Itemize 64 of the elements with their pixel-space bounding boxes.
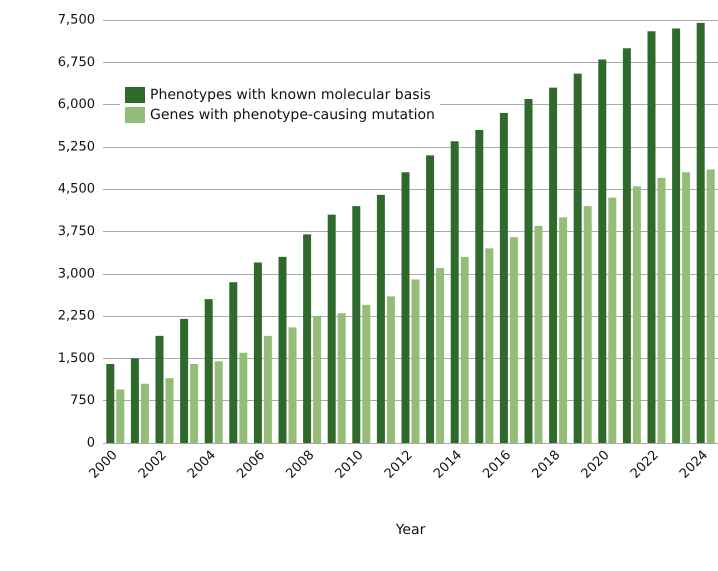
y-tick-label: 750	[70, 393, 95, 408]
x-axis-title: Year	[394, 522, 426, 538]
bar	[166, 378, 174, 443]
y-tick-label: 3,000	[58, 266, 95, 282]
bar	[180, 318, 188, 443]
bar	[510, 237, 518, 443]
bar	[608, 198, 616, 443]
bar	[362, 304, 370, 443]
legend-label: Genes with phenotype-causing mutation	[150, 107, 435, 123]
y-tick-label: 6,750	[58, 54, 95, 70]
bar	[214, 361, 223, 443]
bar	[559, 217, 568, 443]
bar	[598, 59, 606, 443]
bar	[534, 226, 542, 443]
bar	[386, 296, 395, 443]
y-tick-label: 5,250	[58, 139, 95, 154]
bar	[156, 336, 164, 443]
bar	[254, 262, 262, 443]
bar	[190, 364, 198, 443]
bar	[436, 268, 444, 443]
bar	[412, 279, 420, 443]
bar	[106, 364, 114, 443]
bar	[524, 98, 532, 443]
y-tick-label: 3,750	[58, 224, 95, 239]
bar	[648, 31, 656, 443]
y-tick-label: 6,000	[58, 97, 95, 112]
bar	[130, 358, 139, 443]
y-tick-label: 7,500	[58, 12, 95, 28]
bar	[303, 234, 312, 443]
bar	[475, 130, 484, 443]
bar	[622, 48, 631, 443]
y-tick-label: 1,500	[58, 350, 95, 366]
bar	[264, 336, 272, 443]
y-tick-label: 0	[86, 436, 95, 450]
y-tick-label: 4,500	[58, 182, 95, 197]
bar	[402, 172, 410, 443]
bar	[706, 169, 715, 443]
bar	[239, 352, 248, 443]
bar	[500, 113, 508, 443]
bar	[352, 206, 360, 443]
legend-label: Phenotypes with known molecular basis	[150, 87, 431, 103]
bar	[682, 172, 690, 443]
bar	[632, 186, 641, 443]
bar	[278, 256, 286, 443]
bar	[450, 141, 459, 443]
bar	[658, 178, 666, 443]
bar	[460, 256, 469, 443]
bar	[328, 214, 336, 443]
bar	[338, 313, 346, 443]
bar	[696, 22, 705, 443]
bar	[584, 206, 592, 443]
bar	[204, 299, 213, 443]
bar	[376, 194, 385, 443]
bar	[313, 316, 322, 443]
bar	[549, 88, 558, 443]
bar	[116, 389, 124, 443]
bar	[485, 248, 494, 443]
bar	[229, 282, 238, 443]
bar	[426, 155, 434, 443]
bar	[288, 327, 296, 443]
y-tick-label: 2,250	[58, 308, 95, 324]
bar	[140, 384, 149, 443]
bar	[574, 74, 582, 443]
bar	[672, 28, 680, 443]
